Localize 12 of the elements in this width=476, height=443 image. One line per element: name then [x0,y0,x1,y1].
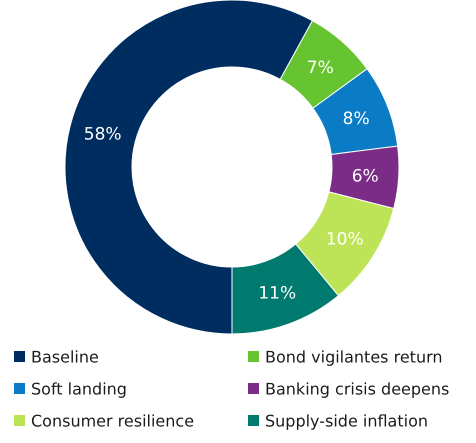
data-label: 7% [306,58,334,78]
data-label: 8% [342,108,370,129]
legend-label: Banking crisis deepens [265,380,450,399]
legend-label: Baseline [31,348,99,367]
legend-label: Consumer resilience [31,412,194,431]
legend-label: Supply-side inflation [265,412,428,431]
legend-label: Soft landing [31,380,127,399]
data-label: 10% [326,229,364,250]
data-label: 58% [84,124,122,145]
data-label: 6% [352,166,379,186]
legend-label: Bond vigilantes return [265,348,443,367]
data-label: 11% [258,284,296,304]
